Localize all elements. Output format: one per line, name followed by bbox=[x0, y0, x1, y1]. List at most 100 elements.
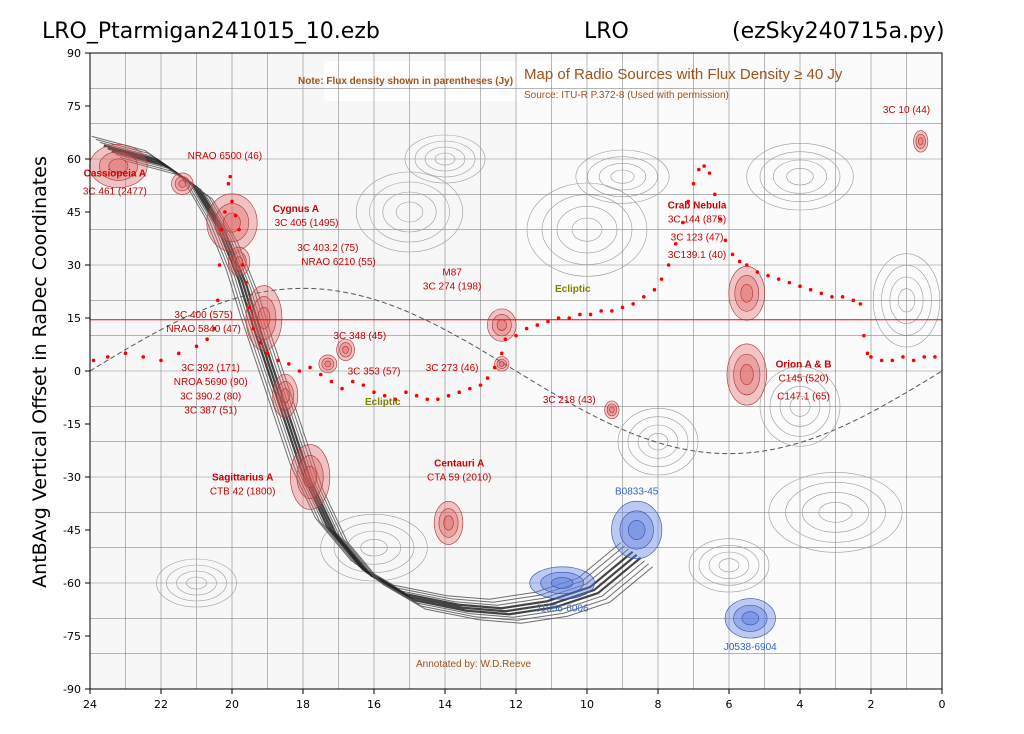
contour-ring bbox=[369, 181, 450, 243]
data-point bbox=[457, 390, 462, 395]
radio-source-marker bbox=[915, 133, 926, 149]
data-point bbox=[858, 302, 863, 306]
source-label: C147.1 (65) bbox=[777, 391, 830, 402]
source-label: NRAO 6210 (55) bbox=[301, 257, 375, 268]
contour-ring bbox=[637, 424, 679, 459]
x-tick-label: 14 bbox=[438, 698, 452, 711]
galactic-contour bbox=[111, 150, 642, 616]
data-point bbox=[766, 273, 770, 278]
galactic-contour bbox=[107, 147, 638, 613]
data-point bbox=[219, 227, 224, 232]
source-label: 3C 273 (46) bbox=[426, 363, 479, 374]
source-label: 3C 400 (575) bbox=[174, 310, 232, 321]
y-tick-label: 75 bbox=[67, 100, 81, 113]
data-point bbox=[446, 393, 451, 398]
radio-source-marker bbox=[342, 345, 349, 354]
contour-ring bbox=[779, 386, 821, 427]
source-label: NRAO 5840 (47) bbox=[166, 324, 240, 335]
data-point bbox=[631, 302, 635, 306]
pulsar-marker bbox=[619, 510, 654, 550]
contour-ring bbox=[872, 253, 941, 348]
radio-source-marker bbox=[324, 360, 332, 368]
data-point bbox=[217, 263, 222, 267]
data-point bbox=[318, 372, 323, 377]
radio-source-marker bbox=[496, 319, 507, 331]
data-point bbox=[244, 280, 248, 285]
data-point bbox=[176, 351, 181, 356]
radio-source-marker bbox=[726, 343, 767, 406]
x-tick-label: 6 bbox=[726, 698, 733, 711]
contour-ring bbox=[526, 182, 648, 277]
pulsar-marker bbox=[551, 577, 574, 589]
radio-source-marker bbox=[496, 358, 507, 370]
data-point bbox=[686, 199, 690, 204]
y-tick-label: -60 bbox=[63, 577, 81, 590]
data-point bbox=[382, 393, 387, 398]
data-point bbox=[830, 295, 834, 299]
source-label: 3C 387 (51) bbox=[184, 405, 237, 416]
radio-source-marker bbox=[108, 158, 129, 174]
data-point bbox=[212, 326, 217, 331]
contour-ring bbox=[897, 288, 916, 313]
data-point bbox=[755, 270, 760, 274]
data-point bbox=[276, 358, 280, 363]
data-point bbox=[578, 312, 582, 317]
source-label: Crab Nebula bbox=[668, 200, 727, 211]
data-point bbox=[105, 355, 110, 359]
galactic-contour bbox=[123, 159, 654, 624]
data-point bbox=[485, 376, 490, 380]
data-point bbox=[500, 351, 504, 356]
y-tick-label: -45 bbox=[63, 524, 81, 537]
radio-source-marker bbox=[303, 465, 317, 489]
data-point bbox=[911, 358, 916, 363]
contour-ring bbox=[404, 134, 486, 184]
contour-ring bbox=[708, 551, 750, 579]
data-point bbox=[666, 263, 671, 267]
source-label: CTA 59 (2010) bbox=[427, 473, 491, 484]
radio-source-marker bbox=[739, 364, 754, 386]
data-point bbox=[697, 167, 701, 172]
data-point bbox=[840, 295, 845, 299]
data-point bbox=[216, 298, 220, 303]
y-tick-label: -15 bbox=[63, 418, 81, 431]
contour-ring bbox=[746, 143, 854, 211]
contour-ring bbox=[355, 171, 464, 253]
data-point bbox=[862, 333, 866, 338]
pulsar-marker bbox=[741, 611, 759, 626]
contour-ring bbox=[759, 151, 841, 202]
source-label: 3C139.1 (40) bbox=[668, 250, 726, 261]
y-tick-label: 15 bbox=[67, 312, 81, 325]
source-label: 3C 144 (875) bbox=[668, 215, 726, 226]
x-tick-label: 16 bbox=[367, 698, 381, 711]
radio-source-marker bbox=[290, 444, 331, 510]
data-point bbox=[808, 287, 813, 292]
y-axis-label: AntBAvg Vertical Offset in RaDec Coordin… bbox=[29, 156, 51, 588]
data-point bbox=[436, 397, 440, 402]
source-label: 3C 274 (198) bbox=[423, 282, 481, 293]
contour-ring bbox=[424, 146, 466, 172]
data-point bbox=[237, 227, 241, 232]
data-point bbox=[707, 171, 712, 175]
data-point bbox=[673, 242, 678, 246]
data-point bbox=[297, 369, 302, 373]
data-point bbox=[251, 326, 256, 331]
source-label: 3C 392 (171) bbox=[182, 363, 240, 374]
data-point bbox=[308, 365, 312, 370]
data-point bbox=[393, 397, 398, 402]
map-title: Map of Radio Sources with Flux Density ≥… bbox=[524, 66, 843, 83]
radio-source-marker bbox=[321, 357, 335, 371]
data-point bbox=[492, 365, 497, 370]
contour-ring bbox=[617, 408, 699, 476]
data-point bbox=[329, 379, 334, 384]
radio-source-marker bbox=[438, 508, 459, 538]
radio-source-marker bbox=[223, 212, 241, 233]
radio-source-marker bbox=[235, 256, 243, 267]
radio-source-marker bbox=[339, 342, 352, 358]
galactic-contour bbox=[103, 144, 634, 610]
radio-source-marker bbox=[280, 388, 290, 404]
map-title-box bbox=[324, 61, 651, 101]
galactic-contour bbox=[95, 138, 626, 603]
y-tick-label: 30 bbox=[67, 259, 81, 272]
contour-ring bbox=[333, 522, 415, 573]
radio-source-marker bbox=[499, 361, 505, 367]
